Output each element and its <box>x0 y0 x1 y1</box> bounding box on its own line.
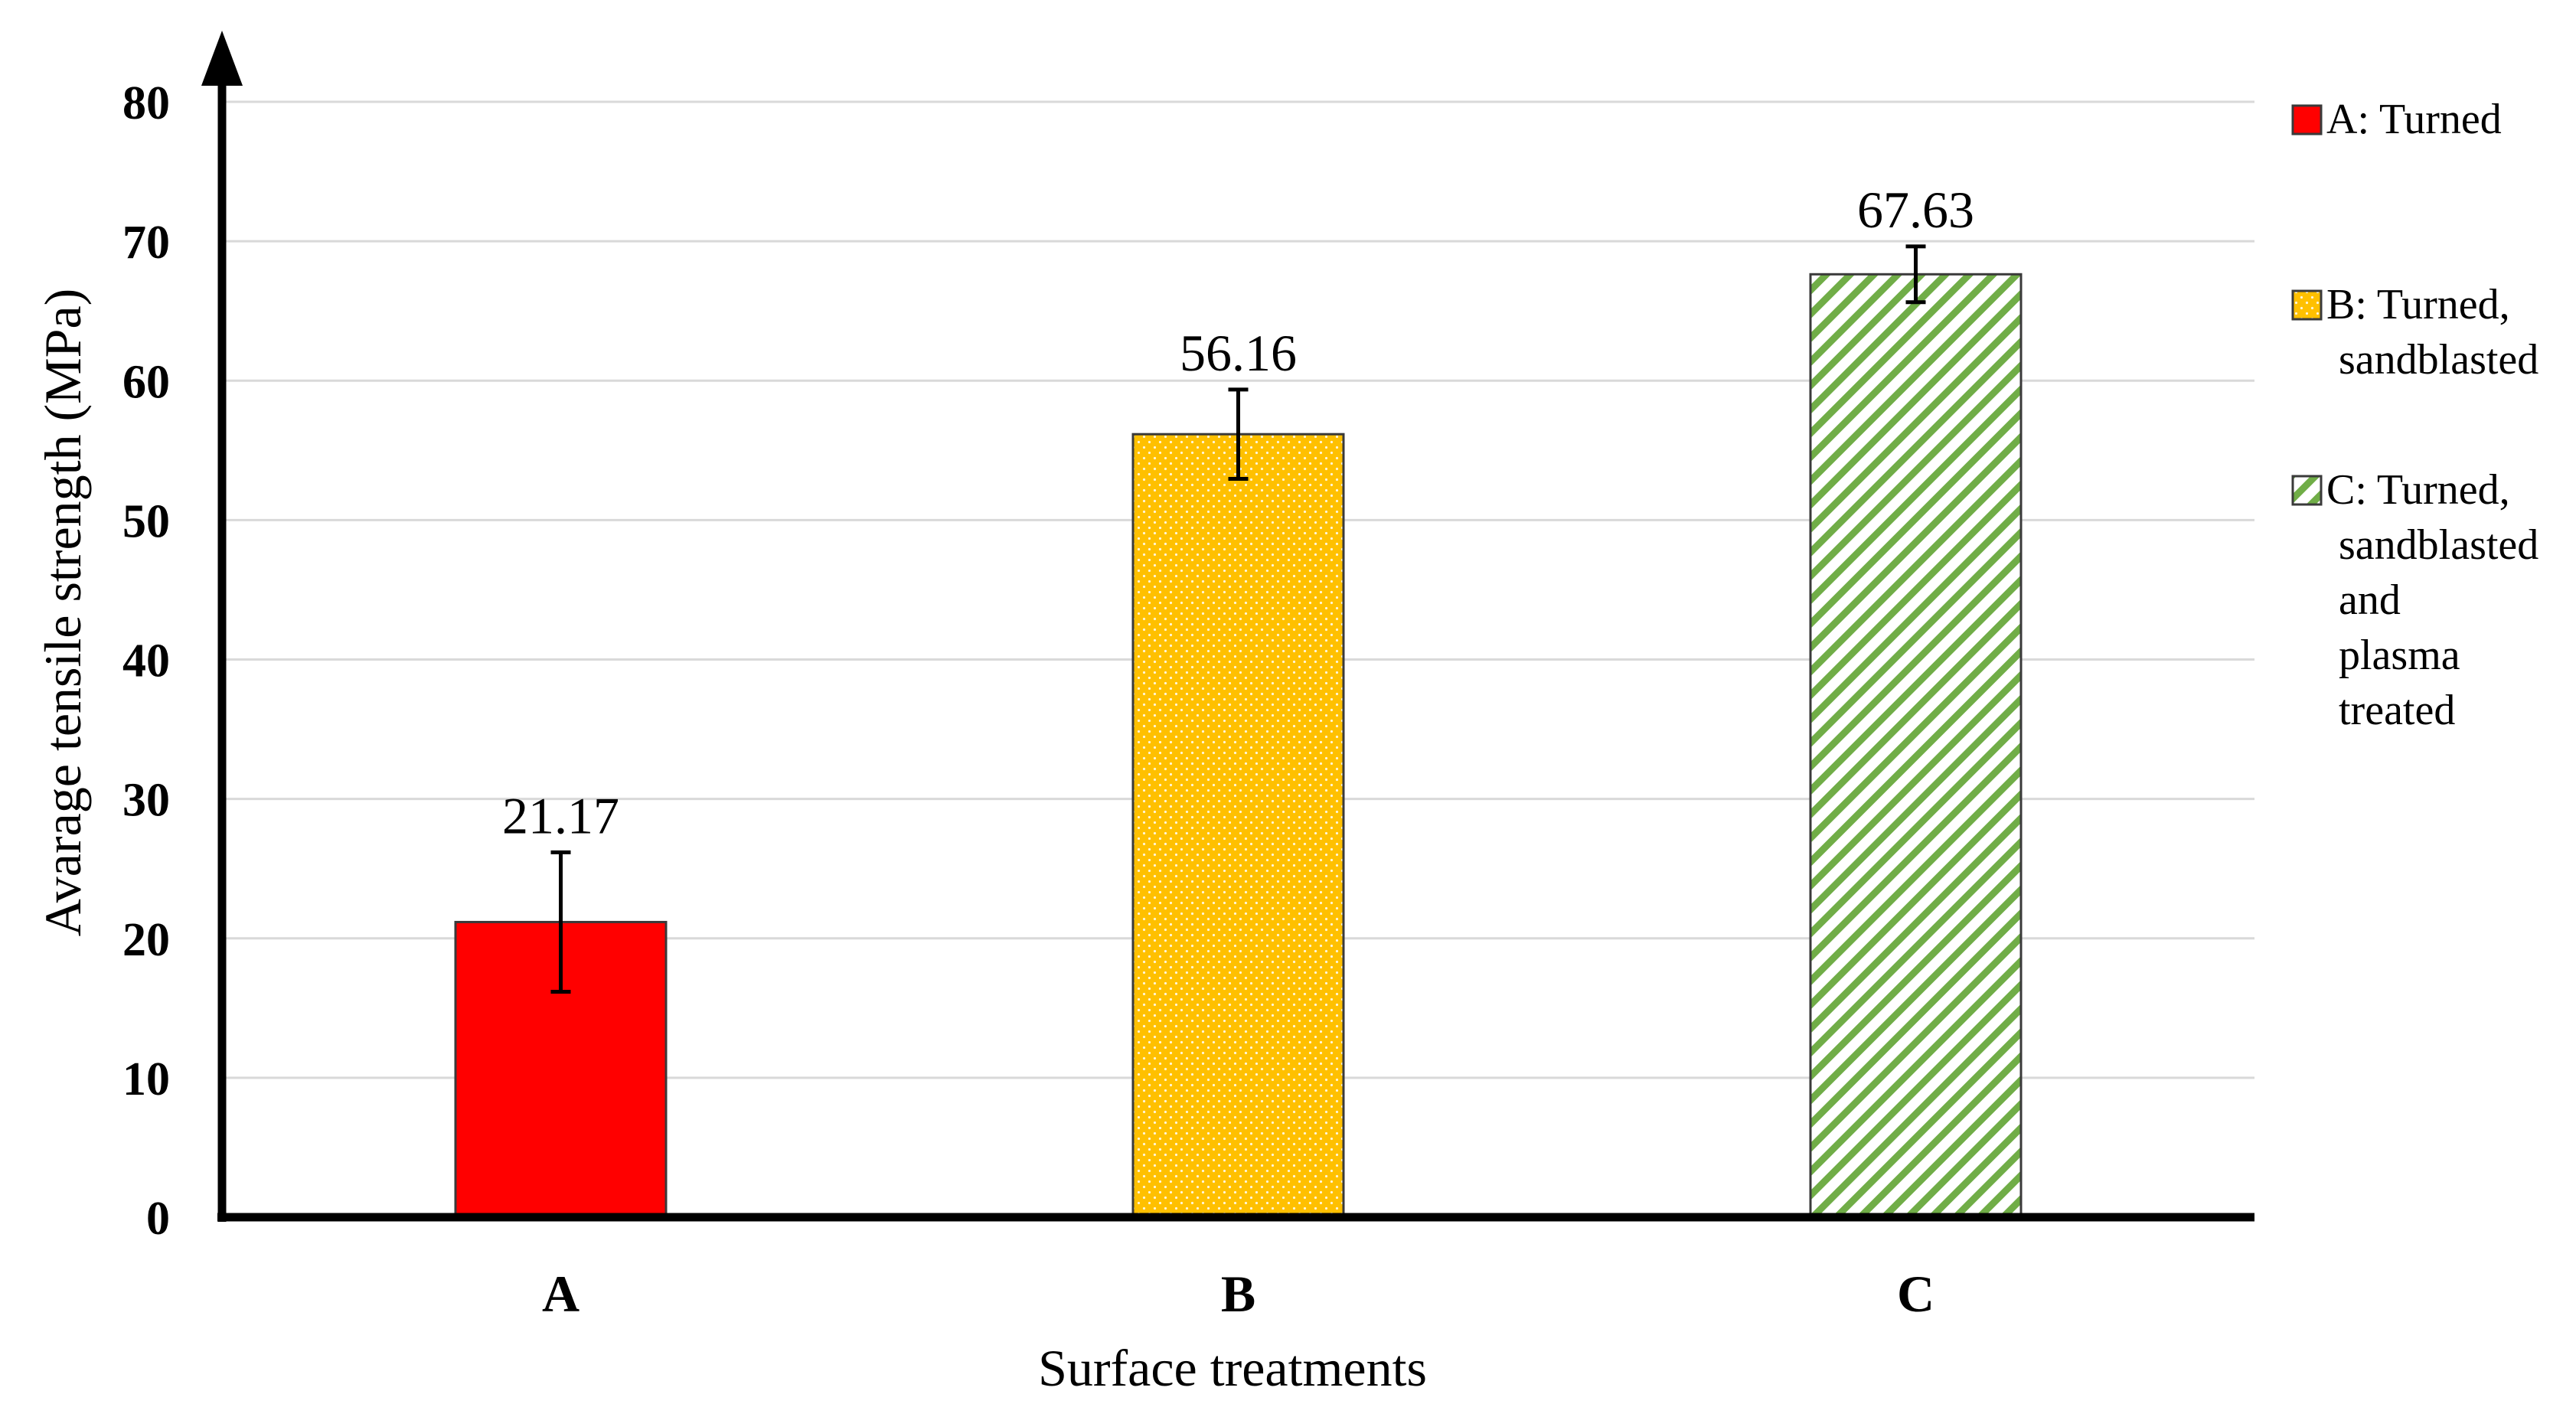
y-axis-title: Avarage tensile strength (MPa) <box>34 289 92 937</box>
legend-label: C: Turned, <box>2326 466 2510 514</box>
data-label: 21.17 <box>502 786 619 844</box>
legend-swatch <box>2291 104 2323 135</box>
legend-label: treated <box>2339 687 2455 734</box>
legend-swatch <box>2291 475 2323 506</box>
x-tick-label: A <box>542 1265 580 1323</box>
legend-swatch <box>2291 289 2323 321</box>
legend-label: A: Turned <box>2326 96 2502 143</box>
x-tick-label: B <box>1221 1265 1255 1323</box>
y-tick-label: 30 <box>122 775 170 827</box>
legend-label: and <box>2339 576 2401 624</box>
labels: 0 10 20 30 40 50 60 70 80 21.17 A 56.16 B 67.63 C <box>122 77 1974 1323</box>
data-label: 67.63 <box>1857 181 1974 239</box>
bar-b <box>1131 433 1345 1219</box>
legend-label: plasma <box>2339 632 2460 679</box>
legend-label: sandblasted <box>2339 521 2538 569</box>
axes <box>201 31 2254 1222</box>
legend-label: sandblasted <box>2339 336 2538 384</box>
y-tick-label: 0 <box>146 1193 170 1245</box>
x-axis-title: Surface treatments <box>1038 1339 1427 1397</box>
y-axis-arrow <box>201 31 243 86</box>
y-tick-label: 20 <box>122 914 170 966</box>
x-tick-label: C <box>1897 1265 1934 1323</box>
bar-c <box>1809 273 2023 1219</box>
legend-label: B: Turned, <box>2326 281 2510 328</box>
y-tick-label: 80 <box>122 77 170 129</box>
bars <box>454 244 2023 1219</box>
y-tick-label: 60 <box>122 356 170 408</box>
data-label: 56.16 <box>1180 324 1297 382</box>
y-tick-label: 10 <box>122 1053 170 1105</box>
y-tick-label: 70 <box>122 217 170 269</box>
y-tick-label: 40 <box>122 635 170 687</box>
legend: A: Turned B: Turned, sandblasted C: Turned,… <box>2291 96 2538 734</box>
y-tick-label: 50 <box>122 495 170 547</box>
